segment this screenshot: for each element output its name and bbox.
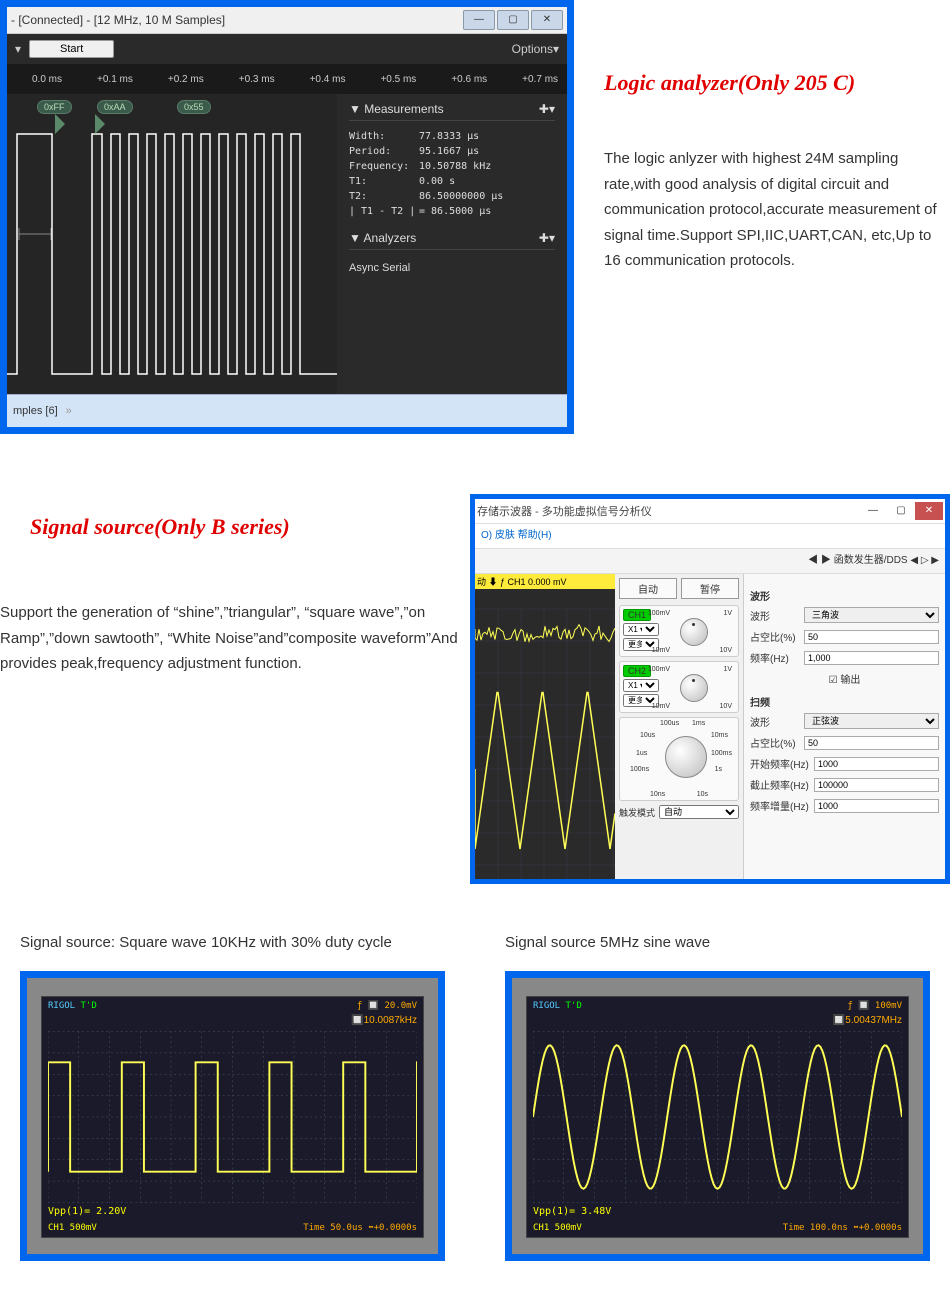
- scope-right-caption: Signal source 5MHz sine wave: [505, 934, 930, 951]
- auto-button[interactable]: 自动: [619, 578, 677, 599]
- vpp-readout: Vpp(1)= 2.20V: [48, 1206, 126, 1217]
- time-ruler: 0.0 ms +0.1 ms +0.2 ms +0.3 ms +0.4 ms +…: [7, 64, 567, 94]
- trigger-label: 触发模式: [619, 806, 655, 819]
- minimize-button[interactable]: —: [859, 502, 887, 520]
- hex-badge: 0xAA: [97, 100, 133, 114]
- time-tick: +0.6 ms: [451, 74, 487, 85]
- panel-add-icon[interactable]: ✚▾: [539, 231, 555, 245]
- close-button[interactable]: ✕: [531, 10, 563, 30]
- dds-form: 波形 波形 三角波 占空比(%) 频率(Hz) ☑ 输出 扫频: [744, 574, 945, 884]
- freq-readout: 🔲5.00437MHz: [833, 1015, 902, 1026]
- waveform-svg: [7, 94, 337, 394]
- ch2-label[interactable]: CH2: [623, 665, 651, 677]
- signal-source-section: Signal source(Only B series) Support the…: [0, 494, 950, 884]
- section1-text: Logic analyzer(Only 205 C) The logic anl…: [574, 0, 950, 434]
- scope-left: Signal source: Square wave 10KHz with 30…: [20, 934, 445, 1261]
- measurements-title[interactable]: ▼ Measurements: [349, 102, 444, 116]
- ch1-scale[interactable]: X1 ▾: [623, 623, 659, 636]
- options-menu[interactable]: Options▾: [512, 42, 559, 56]
- start-freq-input[interactable]: [814, 757, 939, 771]
- sig-titlebar: 存储示波器 - 多功能虚拟信号分析仪 — ▢ ✕: [475, 499, 945, 524]
- ch2-block: CH2 X1 ▾ 100mV 1V 10mV 10V 更多 ▾: [619, 661, 739, 713]
- scope-right-waveform: [533, 1029, 902, 1205]
- scope-header: 动 ⬇ ƒ CH1 0.000 mV: [475, 574, 615, 589]
- tab-bar: ◀ ▶ 函数发生器/DDS ◀ ▷ ▶: [475, 549, 945, 574]
- minimize-button[interactable]: —: [463, 10, 495, 30]
- step-input[interactable]: [814, 799, 939, 813]
- sig-body: 动 ⬇ ƒ CH1 0.000 mV 自动 暂停 CH1 X1 ▾ 100mV …: [475, 574, 945, 884]
- timebase-dial[interactable]: [665, 736, 707, 778]
- time-tick: 0.0 ms: [32, 74, 62, 85]
- freq-readout: 🔲10.0087kHz: [351, 1015, 417, 1026]
- time-tick: +0.7 ms: [522, 74, 558, 85]
- signal-generator-window: 存储示波器 - 多功能虚拟信号分析仪 — ▢ ✕ O) 皮肤 帮助(H) ◀ ▶…: [470, 494, 950, 884]
- trigger-select[interactable]: 自动: [659, 805, 739, 819]
- panel-add-icon[interactable]: ✚▾: [539, 102, 555, 116]
- output-checkbox[interactable]: ☑ 输出: [829, 671, 861, 686]
- sig-window-title: 存储示波器 - 多功能虚拟信号分析仪: [477, 503, 652, 519]
- maximize-button[interactable]: ▢: [887, 502, 915, 520]
- section1-heading: Logic analyzer(Only 205 C): [604, 70, 940, 96]
- toolbar: ▾ Start Options▾: [7, 34, 567, 64]
- scope-left-waveform: [48, 1029, 417, 1205]
- control-column: 自动 暂停 CH1 X1 ▾ 100mV 1V 10mV 10V 更多 ▾: [615, 574, 744, 884]
- time-tick: +0.4 ms: [310, 74, 346, 85]
- shape-select[interactable]: 三角波: [804, 607, 939, 623]
- section2-heading: Signal source(Only B series): [30, 514, 470, 540]
- time-tick: +0.5 ms: [380, 74, 416, 85]
- stop-freq-input[interactable]: [814, 778, 939, 792]
- menubar[interactable]: O) 皮肤 帮助(H): [475, 524, 945, 549]
- oscilloscope-section: Signal source: Square wave 10KHz with 30…: [0, 934, 950, 1261]
- shape-label: 波形: [750, 608, 800, 623]
- scope-display: 动 ⬇ ƒ CH1 0.000 mV: [475, 574, 615, 884]
- logic-analyzer-section: - [Connected] - [12 MHz, 10 M Samples] —…: [0, 0, 950, 434]
- scope-left-caption: Signal source: Square wave 10KHz with 30…: [20, 934, 445, 951]
- sweep-shape-select[interactable]: 正弦波: [804, 713, 939, 729]
- scope-waveform: [475, 589, 615, 879]
- freq-label: 频率(Hz): [750, 650, 800, 665]
- hex-badge: 0x55: [177, 100, 211, 114]
- dropdown-icon[interactable]: ▾: [15, 42, 21, 56]
- ch1-dial[interactable]: [680, 618, 708, 646]
- timebase-block: 100us 1ms 10us 10ms 1us 100ms 100ns 1s 1…: [619, 717, 739, 801]
- window-title: - [Connected] - [12 MHz, 10 M Samples]: [11, 13, 225, 27]
- freq-input[interactable]: [804, 651, 939, 665]
- time-tick: +0.1 ms: [97, 74, 133, 85]
- time-tick: +0.2 ms: [168, 74, 204, 85]
- waveform-canvas[interactable]: 0xFF 0xAA 0x55: [7, 94, 337, 394]
- analyzers-title[interactable]: ▼ Analyzers: [349, 231, 416, 245]
- time-tick: +0.3 ms: [239, 74, 275, 85]
- section1-body: The logic anlyzer with highest 24M sampl…: [604, 146, 940, 274]
- taskbar-chevron-icon[interactable]: »: [66, 405, 72, 417]
- start-button[interactable]: Start: [29, 40, 114, 58]
- ch2-dial[interactable]: [680, 674, 708, 702]
- measurements-panel: ▼ Measurements ✚▾ Width:77.8333 µsPeriod…: [337, 94, 567, 394]
- logic-analyzer-window: - [Connected] - [12 MHz, 10 M Samples] —…: [0, 0, 574, 434]
- scope-right-photo: RIGOL T'D ƒ 🔲 100mV 🔲5.00437MHz Vpp(1)= …: [505, 971, 930, 1261]
- scope-right-screen: RIGOL T'D ƒ 🔲 100mV 🔲5.00437MHz Vpp(1)= …: [526, 996, 909, 1238]
- scope-left-screen: RIGOL T'D ƒ 🔲 20.0mV 🔲10.0087kHz Vpp(1)=…: [41, 996, 424, 1238]
- section2-text: Signal source(Only B series) Support the…: [0, 494, 470, 884]
- status-text: mples [6]: [13, 405, 58, 417]
- duty-input[interactable]: [804, 630, 939, 644]
- window-titlebar: - [Connected] - [12 MHz, 10 M Samples] —…: [7, 7, 567, 34]
- close-button[interactable]: ✕: [915, 502, 943, 520]
- ch2-scale[interactable]: X1 ▾: [623, 679, 659, 692]
- duty-label: 占空比(%): [750, 629, 800, 644]
- taskbar: mples [6] »: [7, 394, 567, 427]
- vpp-readout: Vpp(1)= 3.48V: [533, 1206, 611, 1217]
- sweep-duty-input[interactable]: [804, 736, 939, 750]
- ch1-label[interactable]: CH1: [623, 609, 651, 621]
- waveform-area: 0xFF 0xAA 0x55 ▼ Measurements ✚▾ Width:7…: [7, 94, 567, 394]
- analyzer-item[interactable]: Async Serial: [349, 258, 555, 278]
- section2-body: Support the generation of “shine”,”trian…: [0, 600, 470, 677]
- tab-dds[interactable]: ◀ ▶ 函数发生器/DDS ◀ ▷ ▶: [808, 551, 939, 571]
- scope-left-photo: RIGOL T'D ƒ 🔲 20.0mV 🔲10.0087kHz Vpp(1)=…: [20, 971, 445, 1261]
- pause-button[interactable]: 暂停: [681, 578, 739, 599]
- maximize-button[interactable]: ▢: [497, 10, 529, 30]
- window-buttons: — ▢ ✕: [463, 10, 563, 30]
- ch1-block: CH1 X1 ▾ 100mV 1V 10mV 10V 更多 ▾: [619, 605, 739, 657]
- hex-badge: 0xFF: [37, 100, 72, 114]
- scope-right: Signal source 5MHz sine wave RIGOL T'D ƒ…: [505, 934, 930, 1261]
